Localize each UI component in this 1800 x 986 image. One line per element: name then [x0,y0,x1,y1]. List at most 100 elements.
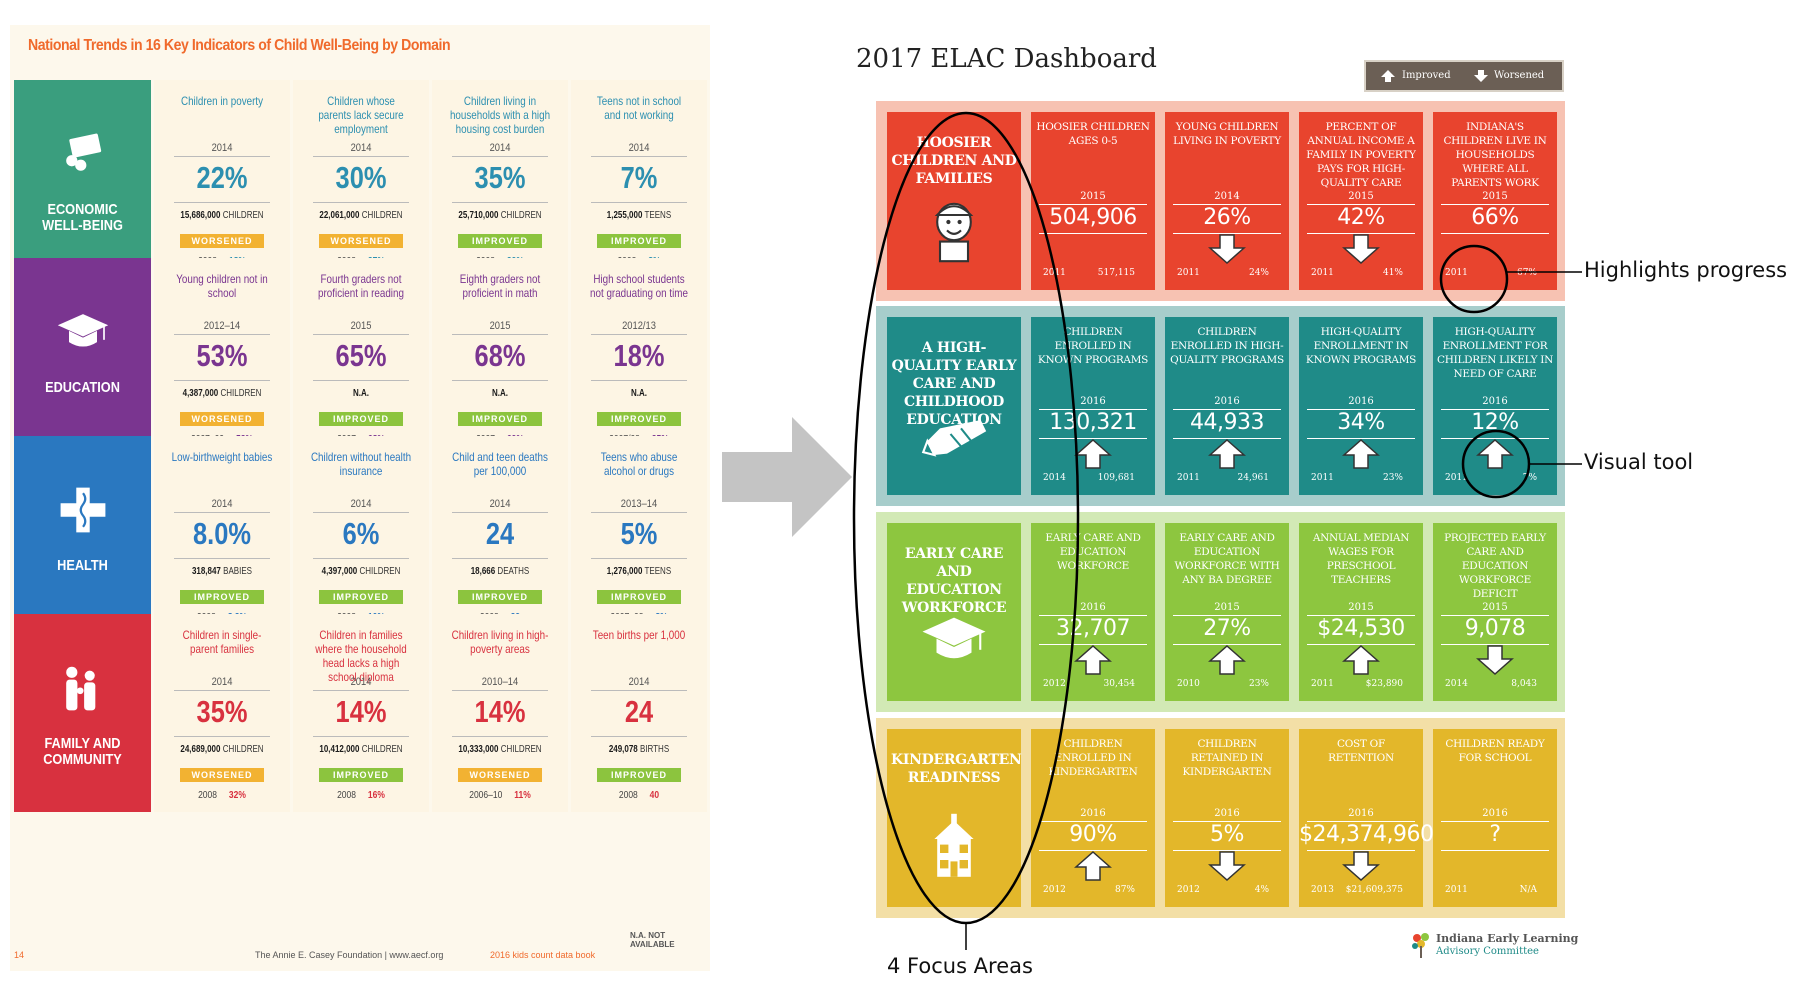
indicator-name: Child and teen deaths per 100,000 [452,450,548,478]
indicator-count: 25,710,000 CHILDREN [446,210,555,221]
indicator-value: 68% [474,338,526,373]
divider [452,156,548,157]
divider [313,334,409,335]
family-icon [65,666,95,711]
domain-row: ECONOMIC WELL-BEING Children in poverty 20… [14,80,708,278]
indicator-cell: Children living in high-poverty areas 201… [432,614,568,812]
indicator-year: 2015 [350,320,372,332]
indicator-name: High school students not graduating on t… [590,272,688,300]
indicator-year: 2014 [211,142,233,154]
child-icon [934,202,974,263]
indicator-value: 7% [620,160,658,195]
tile-base-value: 24% [1248,268,1269,278]
divider [1173,438,1281,439]
divider [1307,409,1415,410]
tile-year: 2016 [1348,396,1374,407]
tile-base-value: 24,961 [1237,473,1270,483]
divider [1307,204,1415,205]
indicator-cell: Teens not in school and not working 2014 7… [571,80,707,278]
tile-year: 2014 [1214,191,1240,202]
baseline-value: 16% [367,790,385,801]
divider [1307,233,1415,234]
count-unit: CHILDREN [500,210,542,221]
domain-icon-wrap [14,304,151,364]
divider [1307,850,1415,851]
indicator-tile: Indiana's children live in households wh… [1433,112,1557,290]
indicator-name: Children without health insurance [310,450,412,478]
domain-icon-wrap [14,660,151,720]
org-name-line1: Indiana Early Learning [1436,932,1579,945]
tile-base-value: 87% [1114,885,1135,895]
count-unit: CHILDREN [500,744,542,755]
tile-base-year: 2014 [1445,679,1468,689]
tile-base-year: 2012 [1043,679,1066,689]
domain-label: FAMILY AND COMMUNITY [43,735,122,768]
tile-value: ? [1489,822,1501,847]
indicator-year: 2014 [628,142,650,154]
divider [1441,204,1549,205]
indicator-count: 15,686,000 CHILDREN [168,210,277,221]
divider [1039,850,1147,851]
up-arrow-icon [1074,645,1112,675]
focus-area-title: KINDERGARTEN READINESS [891,752,1022,786]
tile-base-value: 7% [1522,473,1537,483]
divider [452,380,548,381]
count-number: 10,412,000 [319,744,360,755]
baseline: 2006–10 11% [442,790,558,801]
indicator-value: 18% [613,338,665,373]
divider [313,380,409,381]
tile-name: Projected early care and education workf… [1444,532,1546,600]
indicator-name: Teen births per 1,000 [592,628,686,642]
indicator-count: N.A. [307,388,416,399]
focus-area-title: A HIGH-QUALITY EARLY CARE AND CHILDHOOD … [891,340,1017,428]
indicator-count: 10,333,000 CHILDREN [446,744,555,755]
indicator-count: 4,387,000 CHILDREN [168,388,277,399]
status-badge: IMPROVED [597,412,681,426]
count-number: 25,710,000 [458,210,499,221]
domain-row: FAMILY AND COMMUNITY Children in single-p… [14,614,708,812]
tile-base-year: 2011 [1177,268,1200,278]
count-number: N.A. [631,388,647,399]
divider [174,736,270,737]
indicator-tile: Early care and education workforce with … [1165,523,1289,701]
divider [452,736,548,737]
indicator-count: 1,276,000 TEENS [585,566,694,577]
divider [1441,850,1549,851]
divider [1039,233,1147,234]
count-number: 24,689,000 [180,744,221,755]
schoolhouse-icon [934,813,974,877]
baseline-value: 32% [228,790,246,801]
footer-org: The Annie E. Casey Foundation | www.aecf… [255,950,444,960]
divider [313,202,409,203]
divider [1173,615,1281,616]
tile-name: High-quality enrollment for children lik… [1437,326,1553,380]
indicator-cell: Teen births per 1,000 2014 24 249,078 BIRTH… [571,614,707,812]
indicator-count: 318,847 BABIES [168,566,277,577]
indicator-value: 53% [196,338,248,373]
divider [452,334,548,335]
focus-area-head: A HIGH-QUALITY EARLY CARE AND CHILDHOOD … [887,317,1021,495]
domain-label: HEALTH [57,557,108,574]
divider [1441,615,1549,616]
divider [1039,204,1147,205]
indicator-value: 22% [196,160,248,195]
tile-name: Children enrolled in kindergarten [1048,738,1138,778]
divider [1173,850,1281,851]
divider [591,690,687,691]
indicator-tile: Projected early care and education workf… [1433,523,1557,701]
status-badge: IMPROVED [458,234,542,248]
tile-base-year: 2012 [1043,885,1066,895]
indicator-tile: High-quality enrollment in known program… [1299,317,1423,495]
tile-name: Percent of annual income a family in pov… [1306,121,1416,189]
indicator-value: 5% [620,516,658,551]
indicator-count: 18,666 DEATHS [446,566,555,577]
divider [1173,821,1281,822]
tile-year: 2016 [1214,808,1240,819]
count-unit: CHILDREN [359,566,401,577]
tile-year: 2016 [1348,808,1374,819]
tile-value: 130,321 [1049,410,1137,435]
status-badge: WORSENED [180,234,264,248]
tile-value: 90% [1069,822,1117,847]
count-unit: CHILDREN [361,210,403,221]
divider [591,380,687,381]
